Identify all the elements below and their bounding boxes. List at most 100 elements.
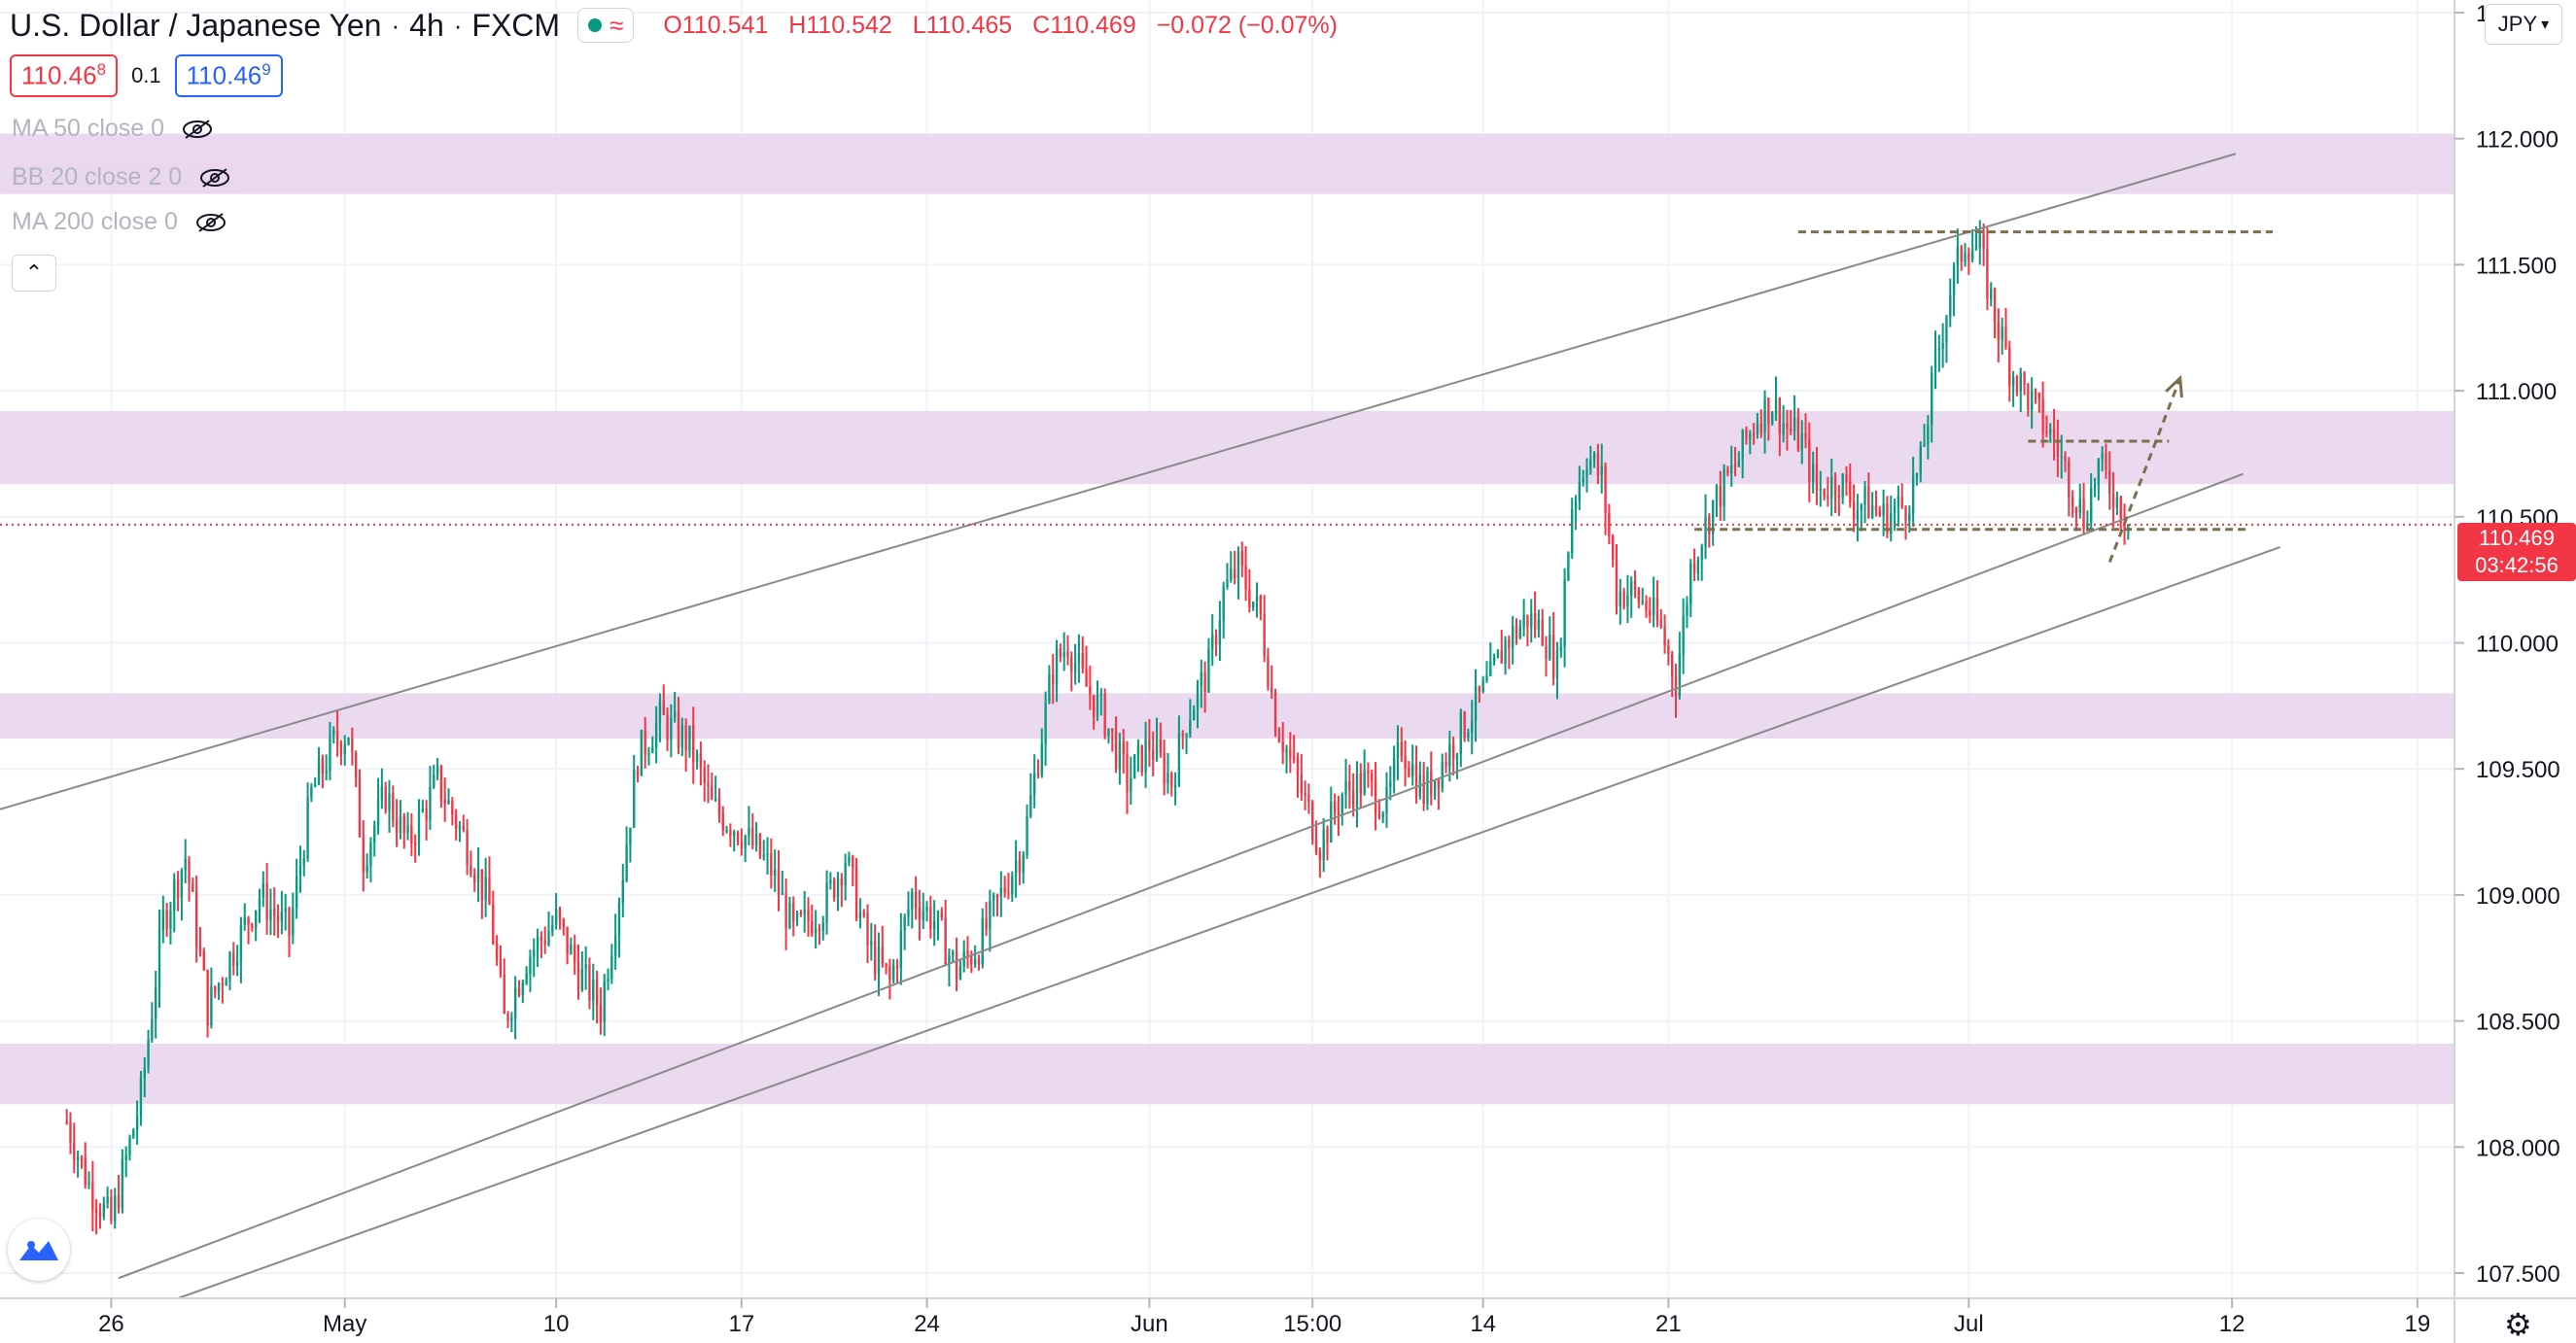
eye-off-icon[interactable] — [195, 212, 226, 233]
time-tick-label: 17 — [728, 1311, 754, 1337]
collapse-indicators-button[interactable]: ⌃ — [12, 255, 56, 292]
candle-body — [647, 752, 650, 755]
candle-body — [1849, 481, 1852, 502]
indicator-label: BB 20 close 2 0 — [12, 163, 183, 190]
candle-body — [2115, 497, 2119, 508]
chevron-up-icon: ⌃ — [24, 260, 44, 285]
candle-body — [1377, 813, 1381, 817]
candle-body — [833, 879, 836, 898]
candle-body — [1645, 601, 1648, 610]
candle-body — [977, 959, 981, 965]
candle-body — [680, 725, 683, 748]
tradingview-logo-icon[interactable] — [8, 1219, 70, 1281]
timeframe-label[interactable]: 4h — [409, 7, 444, 43]
currency-label: JPY — [2497, 12, 2538, 36]
sell-button[interactable]: 110.468 — [10, 54, 119, 97]
support-resistance-zone — [0, 693, 2454, 740]
separator-dot: · — [391, 10, 400, 40]
candle-body — [232, 952, 235, 966]
candle-body — [1752, 432, 1756, 435]
candle-body — [1927, 425, 1930, 444]
candle-body — [1422, 775, 1425, 805]
candle-body — [124, 1155, 127, 1160]
candle-body — [1374, 779, 1377, 814]
candle-body — [392, 793, 395, 820]
candle-body — [358, 777, 362, 838]
settings-gear-icon[interactable]: ⚙ — [2504, 1307, 2532, 1342]
candle-body — [1400, 741, 1403, 757]
candle-body — [740, 842, 744, 848]
ohlc-high: H110.542 — [788, 11, 892, 39]
candle-body — [1582, 477, 1584, 483]
candle-body — [699, 754, 703, 768]
candle-body — [762, 854, 765, 857]
candle-body — [670, 717, 673, 740]
buy-button[interactable]: 110.469 — [174, 54, 283, 97]
candle-body — [970, 955, 973, 965]
price-tick-label: 107.500 — [2476, 1261, 2560, 1288]
eye-off-icon[interactable] — [182, 119, 213, 140]
candle-body — [1103, 693, 1106, 737]
candle-body — [339, 743, 343, 755]
candle-body — [2108, 469, 2111, 495]
candle-body — [1911, 476, 1915, 514]
indicator-ma200[interactable]: MA 200 close 0 — [12, 208, 226, 236]
candle-body — [714, 798, 717, 801]
candle-body — [221, 983, 225, 986]
candle-body — [2030, 391, 2034, 410]
symbol-title[interactable]: U.S. Dollar / Japanese Yen — [10, 7, 382, 43]
candle-body — [1689, 563, 1692, 605]
candle-body — [1489, 661, 1492, 676]
candle-body — [325, 771, 328, 774]
candle-body — [688, 725, 691, 751]
candle-body — [335, 730, 339, 744]
indicator-ma50[interactable]: MA 50 close 0 — [12, 115, 213, 143]
candle-body — [566, 926, 569, 954]
support-resistance-zone — [0, 133, 2454, 194]
candle-body — [1671, 654, 1674, 677]
candle-body — [1655, 598, 1659, 621]
candle-body — [1463, 711, 1466, 738]
candle-body — [1790, 429, 1793, 431]
candle-body — [1330, 802, 1333, 844]
candle-body — [1686, 604, 1688, 616]
candle-body — [1196, 685, 1200, 710]
candle-body — [239, 924, 243, 962]
price-tick-label: 110.000 — [2476, 632, 2559, 658]
candle-body — [1070, 657, 1073, 672]
market-status-pill[interactable]: ≈ — [577, 8, 635, 43]
candle-body — [1348, 780, 1351, 791]
candle-body — [1136, 744, 1140, 755]
candle-body — [1296, 757, 1300, 775]
candle-body — [644, 730, 646, 755]
candle-body — [580, 968, 584, 990]
candle-body — [98, 1212, 102, 1217]
candle-body — [121, 1159, 124, 1209]
candle-body — [1723, 467, 1725, 507]
candle-body — [2078, 499, 2081, 513]
indicator-bb20[interactable]: BB 20 close 2 0 — [12, 161, 235, 193]
candle-body — [1089, 686, 1092, 696]
candle-body — [881, 947, 884, 964]
candle-body — [1823, 488, 1826, 498]
candle-body — [462, 825, 465, 831]
candle-body — [1514, 626, 1518, 638]
candle-body — [1970, 250, 1974, 260]
buy-price-sup: 9 — [261, 60, 271, 79]
candle-body — [206, 970, 209, 1026]
eye-off-icon[interactable] — [199, 167, 230, 189]
candle-body — [721, 813, 724, 831]
currency-button[interactable]: JPY ▾ — [2485, 4, 2562, 45]
candle-body — [777, 870, 781, 895]
market-open-icon — [588, 18, 603, 32]
price-tick-label: 109.500 — [2476, 757, 2560, 783]
candle-body — [1622, 591, 1625, 607]
candle-body — [135, 1116, 139, 1130]
candle-body — [2041, 398, 2044, 431]
candle-body — [540, 937, 543, 941]
candle-body — [536, 937, 540, 950]
bar-countdown: 03:42:56 — [2475, 553, 2559, 577]
candle-body — [674, 711, 677, 718]
candle-body — [1986, 248, 1989, 299]
